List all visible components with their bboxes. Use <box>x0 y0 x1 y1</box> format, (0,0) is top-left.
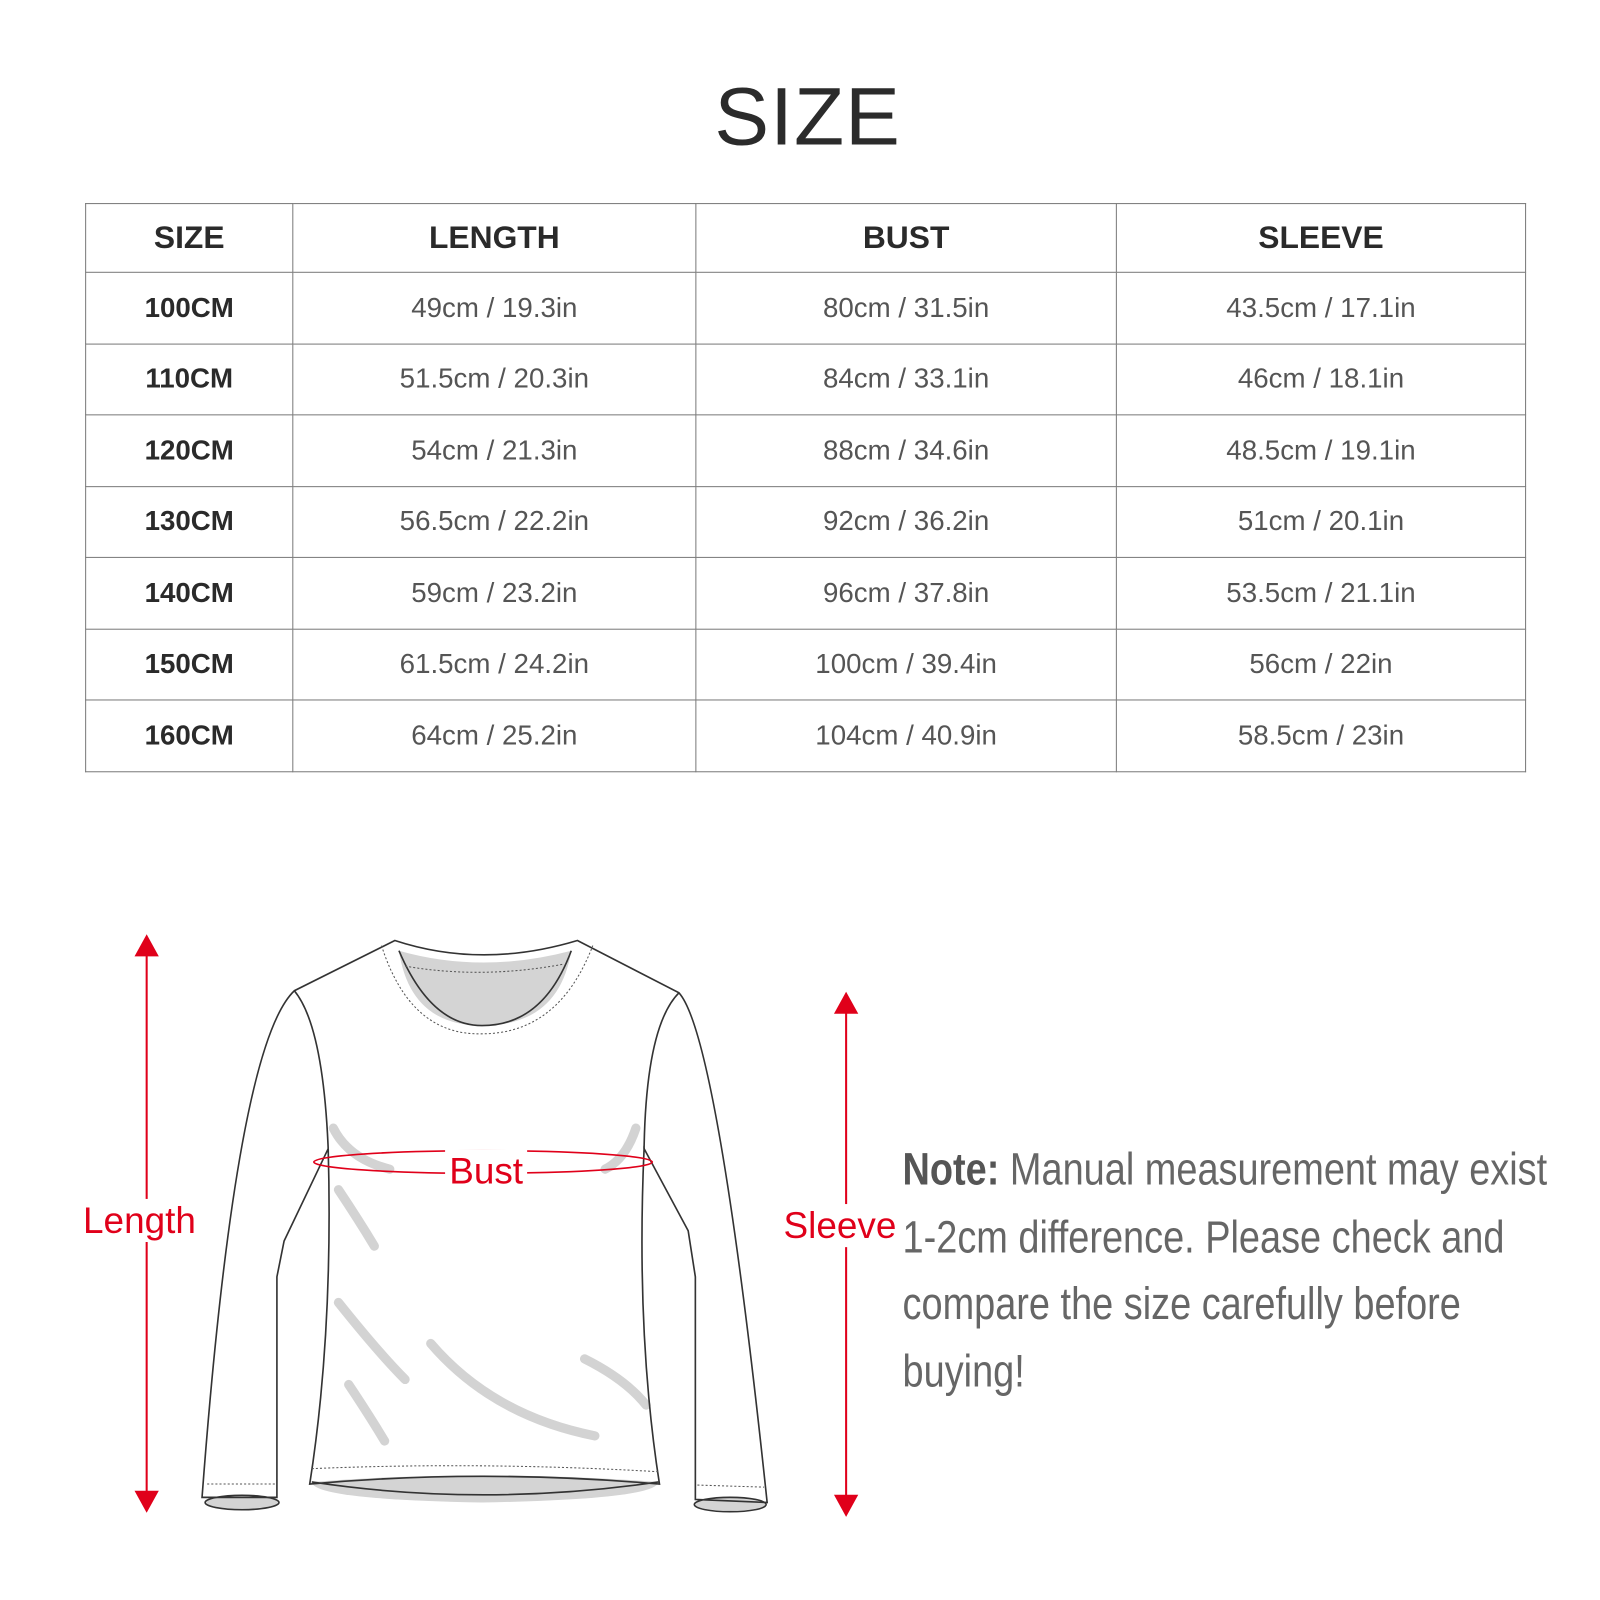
cell-bust: 88cm / 34.6in <box>695 414 1117 487</box>
table-row: 120CM 54cm / 21.3in 88cm / 34.6in 48.5cm / … <box>85 414 1527 487</box>
cell-sleeve: 56cm / 22in <box>1115 628 1527 701</box>
cell-size: 100CM <box>85 271 294 345</box>
cell-sleeve: 58.5cm / 23in <box>1115 699 1527 772</box>
cell-size: 140CM <box>85 556 294 630</box>
cell-bust: 84cm / 33.1in <box>695 343 1117 416</box>
note-label: Note: <box>902 1144 1000 1195</box>
cell-bust: 92cm / 36.2in <box>695 485 1117 558</box>
table-row: 150CM 61.5cm / 24.2in 100cm / 39.4in 56cm /… <box>85 628 1527 701</box>
table-row: 160CM 64cm / 25.2in 104cm / 40.9in 58.5cm /… <box>85 699 1527 772</box>
sleeve-arrow-up-icon <box>833 991 859 1014</box>
cell-bust: 80cm / 31.5in <box>695 271 1117 345</box>
cell-length: 54cm / 21.3in <box>292 414 697 487</box>
header-sleeve: SLEEVE <box>1115 203 1527 273</box>
cell-length: 51.5cm / 20.3in <box>292 343 697 416</box>
cell-length: 64cm / 25.2in <box>292 699 697 772</box>
table-header-row: SIZE LENGTH BUST SLEEVE <box>85 203 1527 273</box>
table-row: 140CM 59cm / 23.2in 96cm / 37.8in 53.5cm / … <box>85 556 1527 630</box>
shirt-shading <box>206 950 766 1511</box>
cell-sleeve: 51cm / 20.1in <box>1115 485 1527 558</box>
table-row: 100CM 49cm / 19.3in 80cm / 31.5in 43.5cm / … <box>85 271 1527 345</box>
length-arrow-down-icon <box>134 1490 159 1513</box>
cell-sleeve: 43.5cm / 17.1in <box>1115 271 1527 345</box>
note-text: Manual measurement may exist 1-2cm diffe… <box>902 1144 1548 1397</box>
length-arrow-up-icon <box>134 934 159 957</box>
cell-bust: 104cm / 40.9in <box>695 699 1117 772</box>
bust-label: Bust <box>445 1149 528 1193</box>
table-row: 110CM 51.5cm / 20.3in 84cm / 33.1in 46cm / … <box>85 343 1527 416</box>
cell-length: 49cm / 19.3in <box>292 271 697 345</box>
header-length: LENGTH <box>292 203 697 273</box>
shirt-folds <box>328 1123 651 1446</box>
cell-sleeve: 53.5cm / 21.1in <box>1115 556 1527 630</box>
table-row: 130CM 56.5cm / 22.2in 92cm / 36.2in 51cm / … <box>85 485 1527 558</box>
sleeve-arrow-down-icon <box>833 1494 859 1517</box>
size-table: SIZE LENGTH BUST SLEEVE 100CM 49cm / 19.3… <box>85 203 1527 772</box>
cell-size: 160CM <box>85 699 294 772</box>
cell-bust: 100cm / 39.4in <box>695 628 1117 701</box>
cell-size: 130CM <box>85 485 294 558</box>
length-label: Length <box>78 1198 201 1243</box>
cell-length: 59cm / 23.2in <box>292 556 697 630</box>
cell-bust: 96cm / 37.8in <box>695 556 1117 630</box>
page-title: SIZE <box>714 70 901 163</box>
cell-size: 110CM <box>85 343 294 416</box>
header-bust: BUST <box>695 203 1117 273</box>
cell-length: 61.5cm / 24.2in <box>292 628 697 701</box>
cell-sleeve: 48.5cm / 19.1in <box>1115 414 1527 487</box>
header-size: SIZE <box>85 203 294 273</box>
note: Note: Manual measurement may exist 1-2cm… <box>903 1136 1558 1405</box>
shirt-outline <box>201 939 769 1513</box>
sleeve-label: Sleeve <box>779 1204 901 1248</box>
cell-sleeve: 46cm / 18.1in <box>1115 343 1527 416</box>
cell-size: 150CM <box>85 628 294 701</box>
cell-length: 56.5cm / 22.2in <box>292 485 697 558</box>
